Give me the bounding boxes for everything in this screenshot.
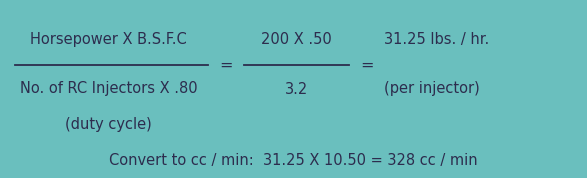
- Text: Convert to cc / min:  31.25 X 10.50 = 328 cc / min: Convert to cc / min: 31.25 X 10.50 = 328…: [109, 153, 478, 168]
- Text: 31.25 lbs. / hr.: 31.25 lbs. / hr.: [384, 32, 490, 47]
- Text: No. of RC Injectors X .80: No. of RC Injectors X .80: [20, 82, 197, 96]
- Text: Horsepower X B.S.F.C: Horsepower X B.S.F.C: [30, 32, 187, 47]
- Text: 3.2: 3.2: [285, 82, 308, 96]
- Text: (duty cycle): (duty cycle): [65, 117, 152, 132]
- Text: 200 X .50: 200 X .50: [261, 32, 332, 47]
- Text: =: =: [220, 57, 232, 72]
- Text: =: =: [360, 57, 373, 72]
- Text: (per injector): (per injector): [384, 82, 480, 96]
